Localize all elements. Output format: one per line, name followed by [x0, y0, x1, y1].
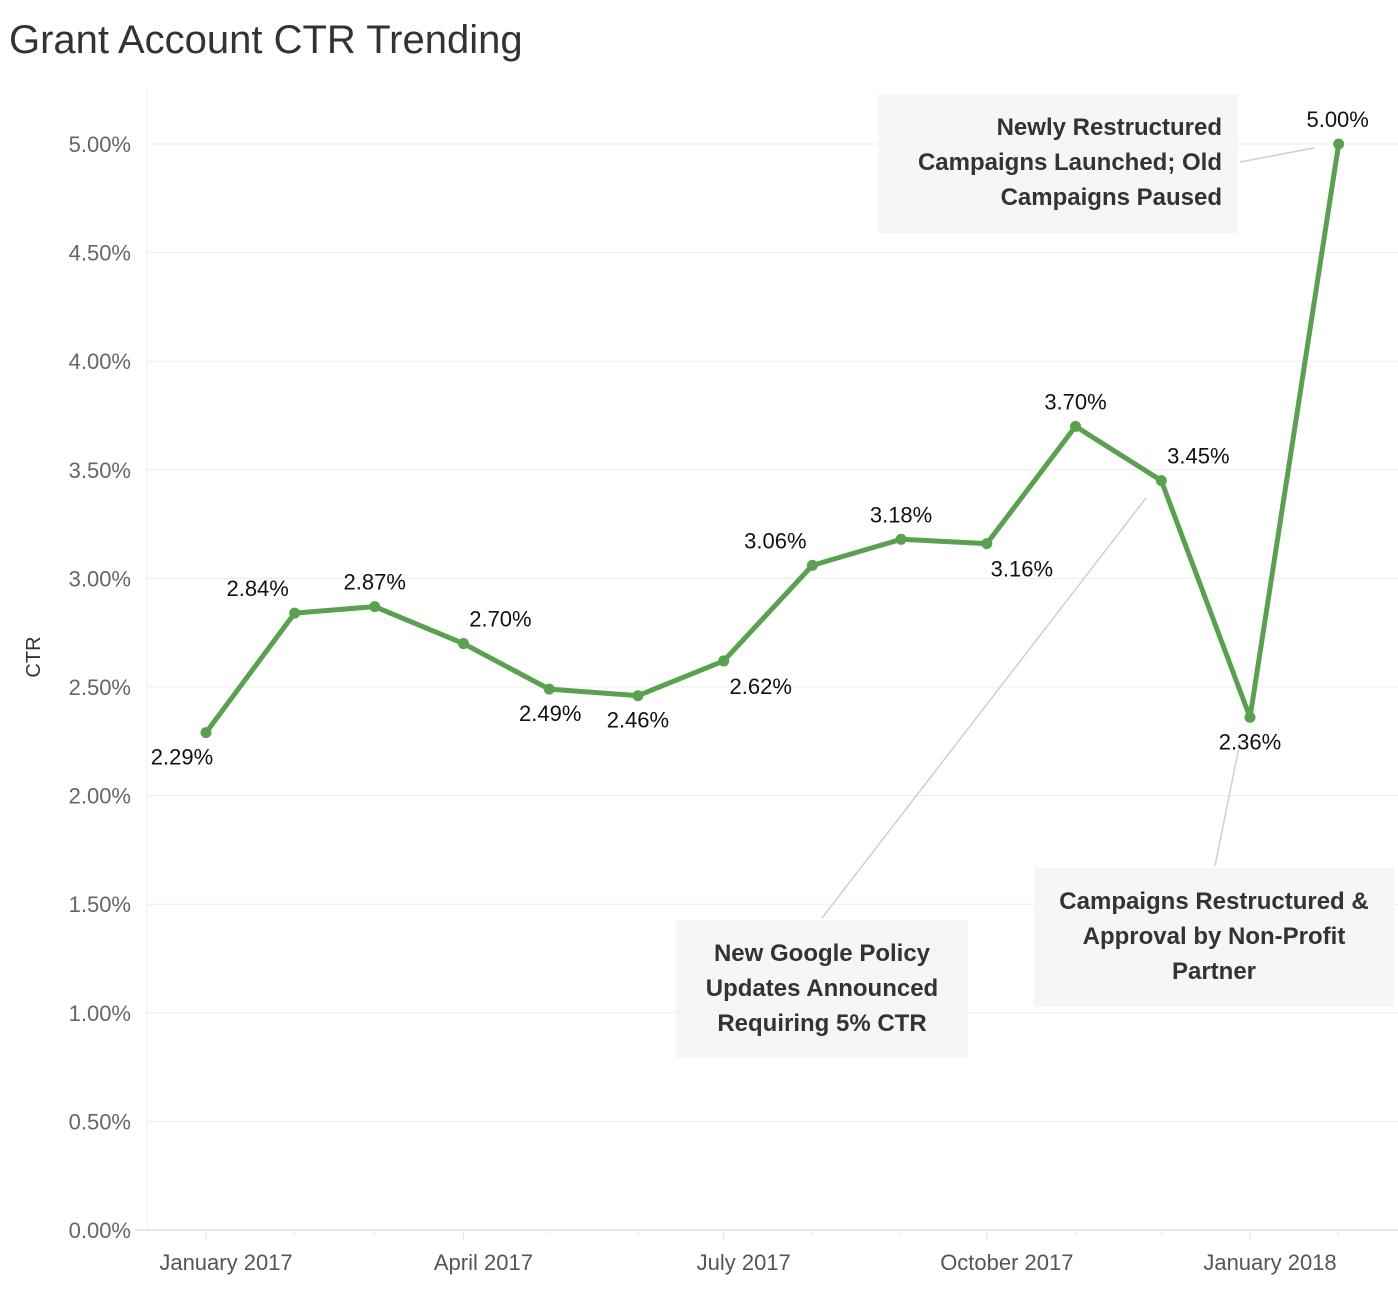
annotation-line: Campaigns Paused — [1000, 184, 1222, 211]
data-label: 2.36% — [1219, 729, 1281, 754]
data-label: 2.70% — [469, 607, 531, 632]
data-point — [632, 690, 644, 702]
data-point — [369, 601, 381, 613]
data-label: 5.00% — [1306, 107, 1368, 132]
annotation-line: Approval by Non-Profit — [1082, 923, 1346, 950]
x-tick-label: July 2017 — [697, 1250, 791, 1275]
data-label: 3.45% — [1167, 444, 1229, 469]
y-tick-label: 1.50% — [69, 892, 131, 917]
x-tick-label: April 2017 — [434, 1250, 533, 1275]
y-tick-label: 0.50% — [69, 1109, 131, 1134]
x-tick-label: January 2018 — [1203, 1250, 1336, 1275]
annotation-campaigns-restructured: Campaigns Restructured & Approval by Non… — [1034, 868, 1394, 1007]
data-point — [1155, 475, 1167, 487]
data-point — [718, 655, 730, 667]
data-label: 2.62% — [730, 674, 792, 699]
y-tick-label: 2.50% — [69, 675, 131, 700]
data-point — [895, 533, 907, 545]
data-point — [543, 683, 555, 695]
y-tick-label: 3.00% — [69, 566, 131, 591]
data-point — [1244, 711, 1256, 723]
data-label: 2.87% — [344, 570, 406, 595]
data-point — [457, 638, 469, 650]
data-point — [806, 559, 818, 571]
annotation-leader — [1239, 147, 1315, 163]
annotation-line: Campaigns Launched; Old — [917, 149, 1222, 176]
data-point — [200, 727, 212, 739]
data-label: 2.29% — [151, 745, 213, 770]
y-tick-label: 5.00% — [69, 132, 131, 157]
annotation-line: Partner — [1171, 958, 1257, 985]
data-label: 3.18% — [870, 502, 932, 527]
data-label: 3.06% — [744, 528, 806, 553]
data-label: 2.84% — [226, 576, 288, 601]
chart-title: Grant Account CTR Trending — [9, 18, 523, 62]
series-line — [203, 143, 1342, 735]
annotation-line: Requiring 5% CTR — [717, 1010, 927, 1037]
y-tick-label: 3.50% — [69, 458, 131, 483]
annotation-line: Newly Restructured — [996, 114, 1222, 141]
y-tick-label: 2.00% — [69, 784, 131, 809]
y-tick-label: 4.00% — [69, 349, 131, 374]
data-label: 3.16% — [991, 557, 1053, 582]
y-tick-label: 1.00% — [69, 1001, 131, 1026]
y-axis-title: CTR — [23, 636, 45, 677]
annotation-line: Campaigns Restructured & — [1059, 888, 1369, 915]
annotation-google-policy: New Google Policy Updates Announced Requ… — [676, 920, 968, 1058]
data-point — [1333, 138, 1345, 150]
x-tick-label: January 2017 — [159, 1250, 292, 1275]
annotation-line: Updates Announced — [705, 975, 939, 1002]
data-label: 2.46% — [607, 708, 669, 733]
annotation-leader — [821, 497, 1147, 919]
x-tick-label: October 2017 — [940, 1250, 1073, 1275]
y-tick-label: 4.50% — [69, 241, 131, 266]
y-tick-label: 0.00% — [69, 1218, 131, 1243]
annotation-line: New Google Policy — [713, 940, 931, 967]
data-label: 2.49% — [519, 701, 581, 726]
data-point — [981, 538, 993, 550]
data-point — [1070, 420, 1082, 432]
data-label: 3.70% — [1044, 389, 1106, 414]
annotation-leader — [1214, 741, 1241, 867]
annotation-restructured-launched: Newly Restructured Campaigns Launched; O… — [878, 94, 1238, 233]
data-point — [289, 607, 301, 619]
